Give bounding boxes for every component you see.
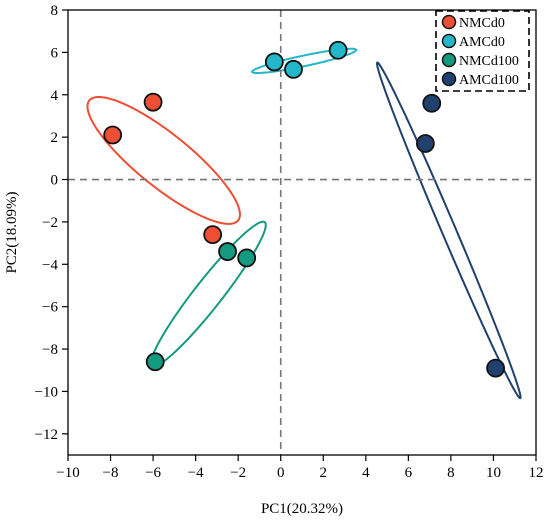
x-tick-label: −2 [230,465,246,481]
point-nmcd100-2 [237,248,257,268]
legend-label-nmcd100: NMCd100 [459,54,519,69]
x-tick-label: 10 [486,465,501,481]
point-nmcd0-2 [143,92,163,112]
y-tick-label: 0 [51,173,59,189]
y-tick-label: −12 [35,427,58,443]
x-tick-label: 8 [447,465,455,481]
ellipse-nmcd0 [86,96,241,225]
point-nmcd100-1 [218,242,237,261]
y-tick-label: −2 [42,215,58,231]
x-tick-label: 0 [277,465,285,481]
x-tick-label: −6 [145,465,161,481]
legend-label-amcd0: AMCd0 [459,35,505,50]
reference-lines [68,10,536,455]
point-nmcd100-3 [145,352,165,372]
legend-marker-nmcd100 [441,52,457,68]
legend-label-amcd100: AMCd100 [459,73,519,88]
plot-frame [67,9,537,456]
point-amcd0-1 [264,52,284,72]
legend-marker-nmcd0 [441,14,457,30]
y-tick-label: −8 [42,342,58,358]
y-tick-label: −4 [42,257,58,273]
x-tick-label: −10 [56,465,79,481]
y-tick-label: 4 [51,88,59,104]
point-amcd100-1 [422,93,442,113]
point-nmcd0-1 [103,125,123,145]
point-amcd100-3 [486,358,505,378]
y-tick-label: 2 [51,130,59,146]
y-axis-title: PC2(18.09%) [4,191,20,273]
x-tick-label: −4 [188,465,204,481]
x-tick-label: 2 [320,465,328,481]
y-tick-label: −10 [35,384,58,400]
y-tick-label: −6 [42,300,58,316]
data-points [103,40,505,378]
x-tick-label: 4 [362,465,370,481]
point-amcd100-2 [415,134,435,153]
legend: NMCd0 AMCd0 NMCd100 AMCd100 [435,10,530,92]
legend-marker-amcd0 [441,33,457,49]
legend-label-nmcd0: NMCd0 [459,16,505,31]
point-amcd0-3 [328,40,348,60]
legend-marker-amcd100 [441,71,457,87]
point-nmcd0-3 [203,225,223,245]
ellipse-amcd100 [376,61,522,400]
axis-ticks: −10 −8 −6 −4 −2 0 2 4 6 8 10 12 −12 −10 −8 −6 −4 −2 0 2 4 6 8 [35,3,544,481]
x-axis-title: PC1(20.32%) [261,501,343,517]
point-amcd0-2 [284,59,303,79]
x-tick-label: −8 [103,465,119,481]
y-tick-label: 8 [51,3,59,19]
ellipse-nmcd100 [150,220,267,368]
x-tick-label: 6 [405,465,413,481]
y-tick-label: 6 [51,45,59,61]
x-tick-label: 12 [529,465,544,481]
